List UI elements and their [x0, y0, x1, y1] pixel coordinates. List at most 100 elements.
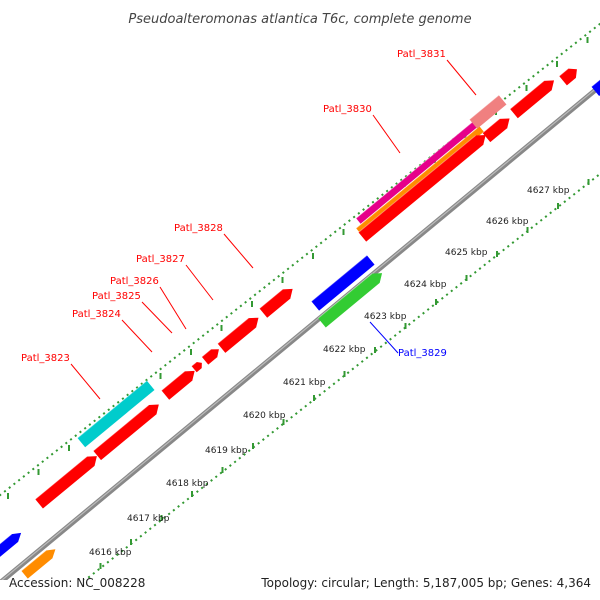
gene-arrow	[77, 380, 155, 448]
gene-feature[interactable]	[21, 545, 58, 579]
kbp-tick-label: 4617 kbp	[127, 514, 170, 524]
gene-feature[interactable]	[558, 65, 581, 86]
gene-feature[interactable]	[217, 313, 263, 353]
gene-feature[interactable]	[509, 76, 558, 119]
gene-feature[interactable]	[201, 345, 222, 365]
kbp-tick-label: 4620 kbp	[243, 411, 286, 421]
gene-arrow-shine	[191, 361, 197, 367]
gene-label[interactable]: Patl_3827	[136, 254, 185, 265]
gene-label[interactable]: Patl_3828	[174, 223, 223, 234]
gene-arrow-shine	[311, 255, 368, 302]
gene-label[interactable]: Patl_3824	[72, 309, 121, 320]
gene-feature[interactable]	[161, 366, 199, 400]
label-leader-line	[223, 233, 254, 269]
gene-arrow-shine	[509, 80, 545, 110]
accession-text: Accession: NC_008228	[9, 576, 145, 590]
gene-labels: Patl_3823 Patl_3824 Patl_3825 Patl_3826 Patl…	[21, 49, 447, 364]
gene-label[interactable]: Patl_3826	[110, 276, 159, 287]
gene-arrow	[510, 80, 555, 119]
gene-arrow	[93, 404, 159, 461]
gene-arrow	[217, 317, 259, 353]
gene-label[interactable]: Patl_3830	[323, 104, 372, 115]
gene-feature[interactable]	[469, 94, 507, 129]
gene-feature[interactable]	[77, 380, 155, 448]
gene-feature[interactable]	[355, 115, 484, 224]
gene-arrow	[318, 273, 383, 328]
gene-feature[interactable]	[259, 284, 297, 318]
label-leader-line	[369, 321, 399, 354]
label-leader-line	[159, 286, 187, 330]
genome-backbone	[0, 83, 600, 580]
gene-arrow	[35, 456, 97, 509]
kbp-tick-label: 4623 kbp	[364, 312, 407, 322]
gene-arrow-shine	[93, 404, 150, 452]
kbp-tick-label: 4618 kbp	[166, 479, 209, 489]
gene-arrow	[469, 95, 507, 129]
gene-arrow	[311, 255, 375, 311]
gene-feature[interactable]	[191, 360, 205, 373]
kbp-tick-label: 4621 kbp	[283, 378, 326, 388]
gene-arrow-shine	[317, 273, 373, 319]
map-title: Pseudoalteromonas atlantica T6c, complet…	[128, 12, 471, 27]
kbp-tick-label: 4622 kbp	[323, 345, 366, 355]
gene-arrow-shine	[34, 456, 88, 500]
kbp-tick-label: 4626 kbp	[486, 217, 529, 227]
gene-feature[interactable]	[0, 529, 24, 575]
gene-arrow-shine	[0, 533, 13, 568]
gene-arrow	[191, 361, 202, 373]
gene-arrow	[356, 116, 484, 224]
gene-arrow	[559, 68, 577, 86]
label-leader-line	[121, 319, 153, 353]
gene-arrow	[356, 126, 484, 234]
gene-arrow-shine	[355, 115, 480, 219]
label-leader-line	[446, 59, 477, 96]
gene-arrow	[482, 118, 510, 143]
gene-feature[interactable]	[482, 114, 514, 143]
gc-track-inner	[83, 172, 600, 580]
gene-arrow-shine	[217, 317, 249, 345]
gene-label[interactable]: Patl_3829	[398, 348, 447, 359]
gene-arrow-shine	[161, 370, 185, 391]
gene-feature[interactable]	[311, 255, 375, 311]
gene-feature[interactable]	[355, 125, 484, 234]
label-leader-line	[372, 114, 401, 154]
gene-arrow	[358, 135, 486, 242]
kbp-tick-label: 4625 kbp	[445, 248, 488, 258]
gene-arrow	[201, 349, 219, 365]
gene-feature[interactable]	[317, 269, 386, 328]
kbp-tick-label: 4619 kbp	[205, 446, 248, 456]
gene-label[interactable]: Patl_3823	[21, 353, 70, 364]
gene-label[interactable]: Patl_3831	[397, 49, 446, 60]
gene-arrow-shine	[558, 68, 569, 77]
kbp-scale: 4616 kbp 4617 kbp 4618 kbp 4619 kbp 4620 kbp…	[89, 186, 570, 558]
label-leaders	[70, 59, 477, 400]
gene-arrow	[591, 74, 600, 96]
feature-track	[0, 65, 600, 579]
label-leader-line	[70, 363, 101, 400]
gene-label[interactable]: Patl_3825	[92, 291, 141, 302]
gene-arrow-shine	[201, 349, 212, 358]
gene-arrow-shine	[21, 550, 47, 572]
gene-arrow-shine	[259, 288, 283, 309]
gene-arrow-shine	[591, 73, 600, 88]
gene-arrow	[259, 288, 293, 318]
gene-arrow	[0, 532, 22, 575]
gene-arrow-shine	[77, 380, 148, 439]
gene-feature[interactable]	[358, 130, 490, 242]
kbp-tick-label: 4627 kbp	[527, 186, 570, 196]
label-leader-line	[141, 301, 173, 334]
gene-arrow-shine	[482, 118, 500, 134]
genome-backbone-highlight	[1, 84, 600, 580]
gene-arrow	[21, 549, 56, 579]
gene-feature[interactable]	[93, 400, 162, 461]
kbp-tick-label: 4616 kbp	[89, 548, 132, 558]
gene-feature[interactable]	[34, 451, 100, 509]
label-leader-line	[185, 264, 214, 301]
gene-arrow-shine	[355, 125, 480, 229]
gene-feature[interactable]	[591, 73, 600, 96]
gene-arrow-shine	[469, 94, 500, 120]
kbp-tick-label: 4624 kbp	[404, 280, 447, 290]
gc-track-inner-ticks	[99, 179, 590, 569]
genome-summary-text: Topology: circular; Length: 5,187,005 bp…	[260, 576, 591, 590]
